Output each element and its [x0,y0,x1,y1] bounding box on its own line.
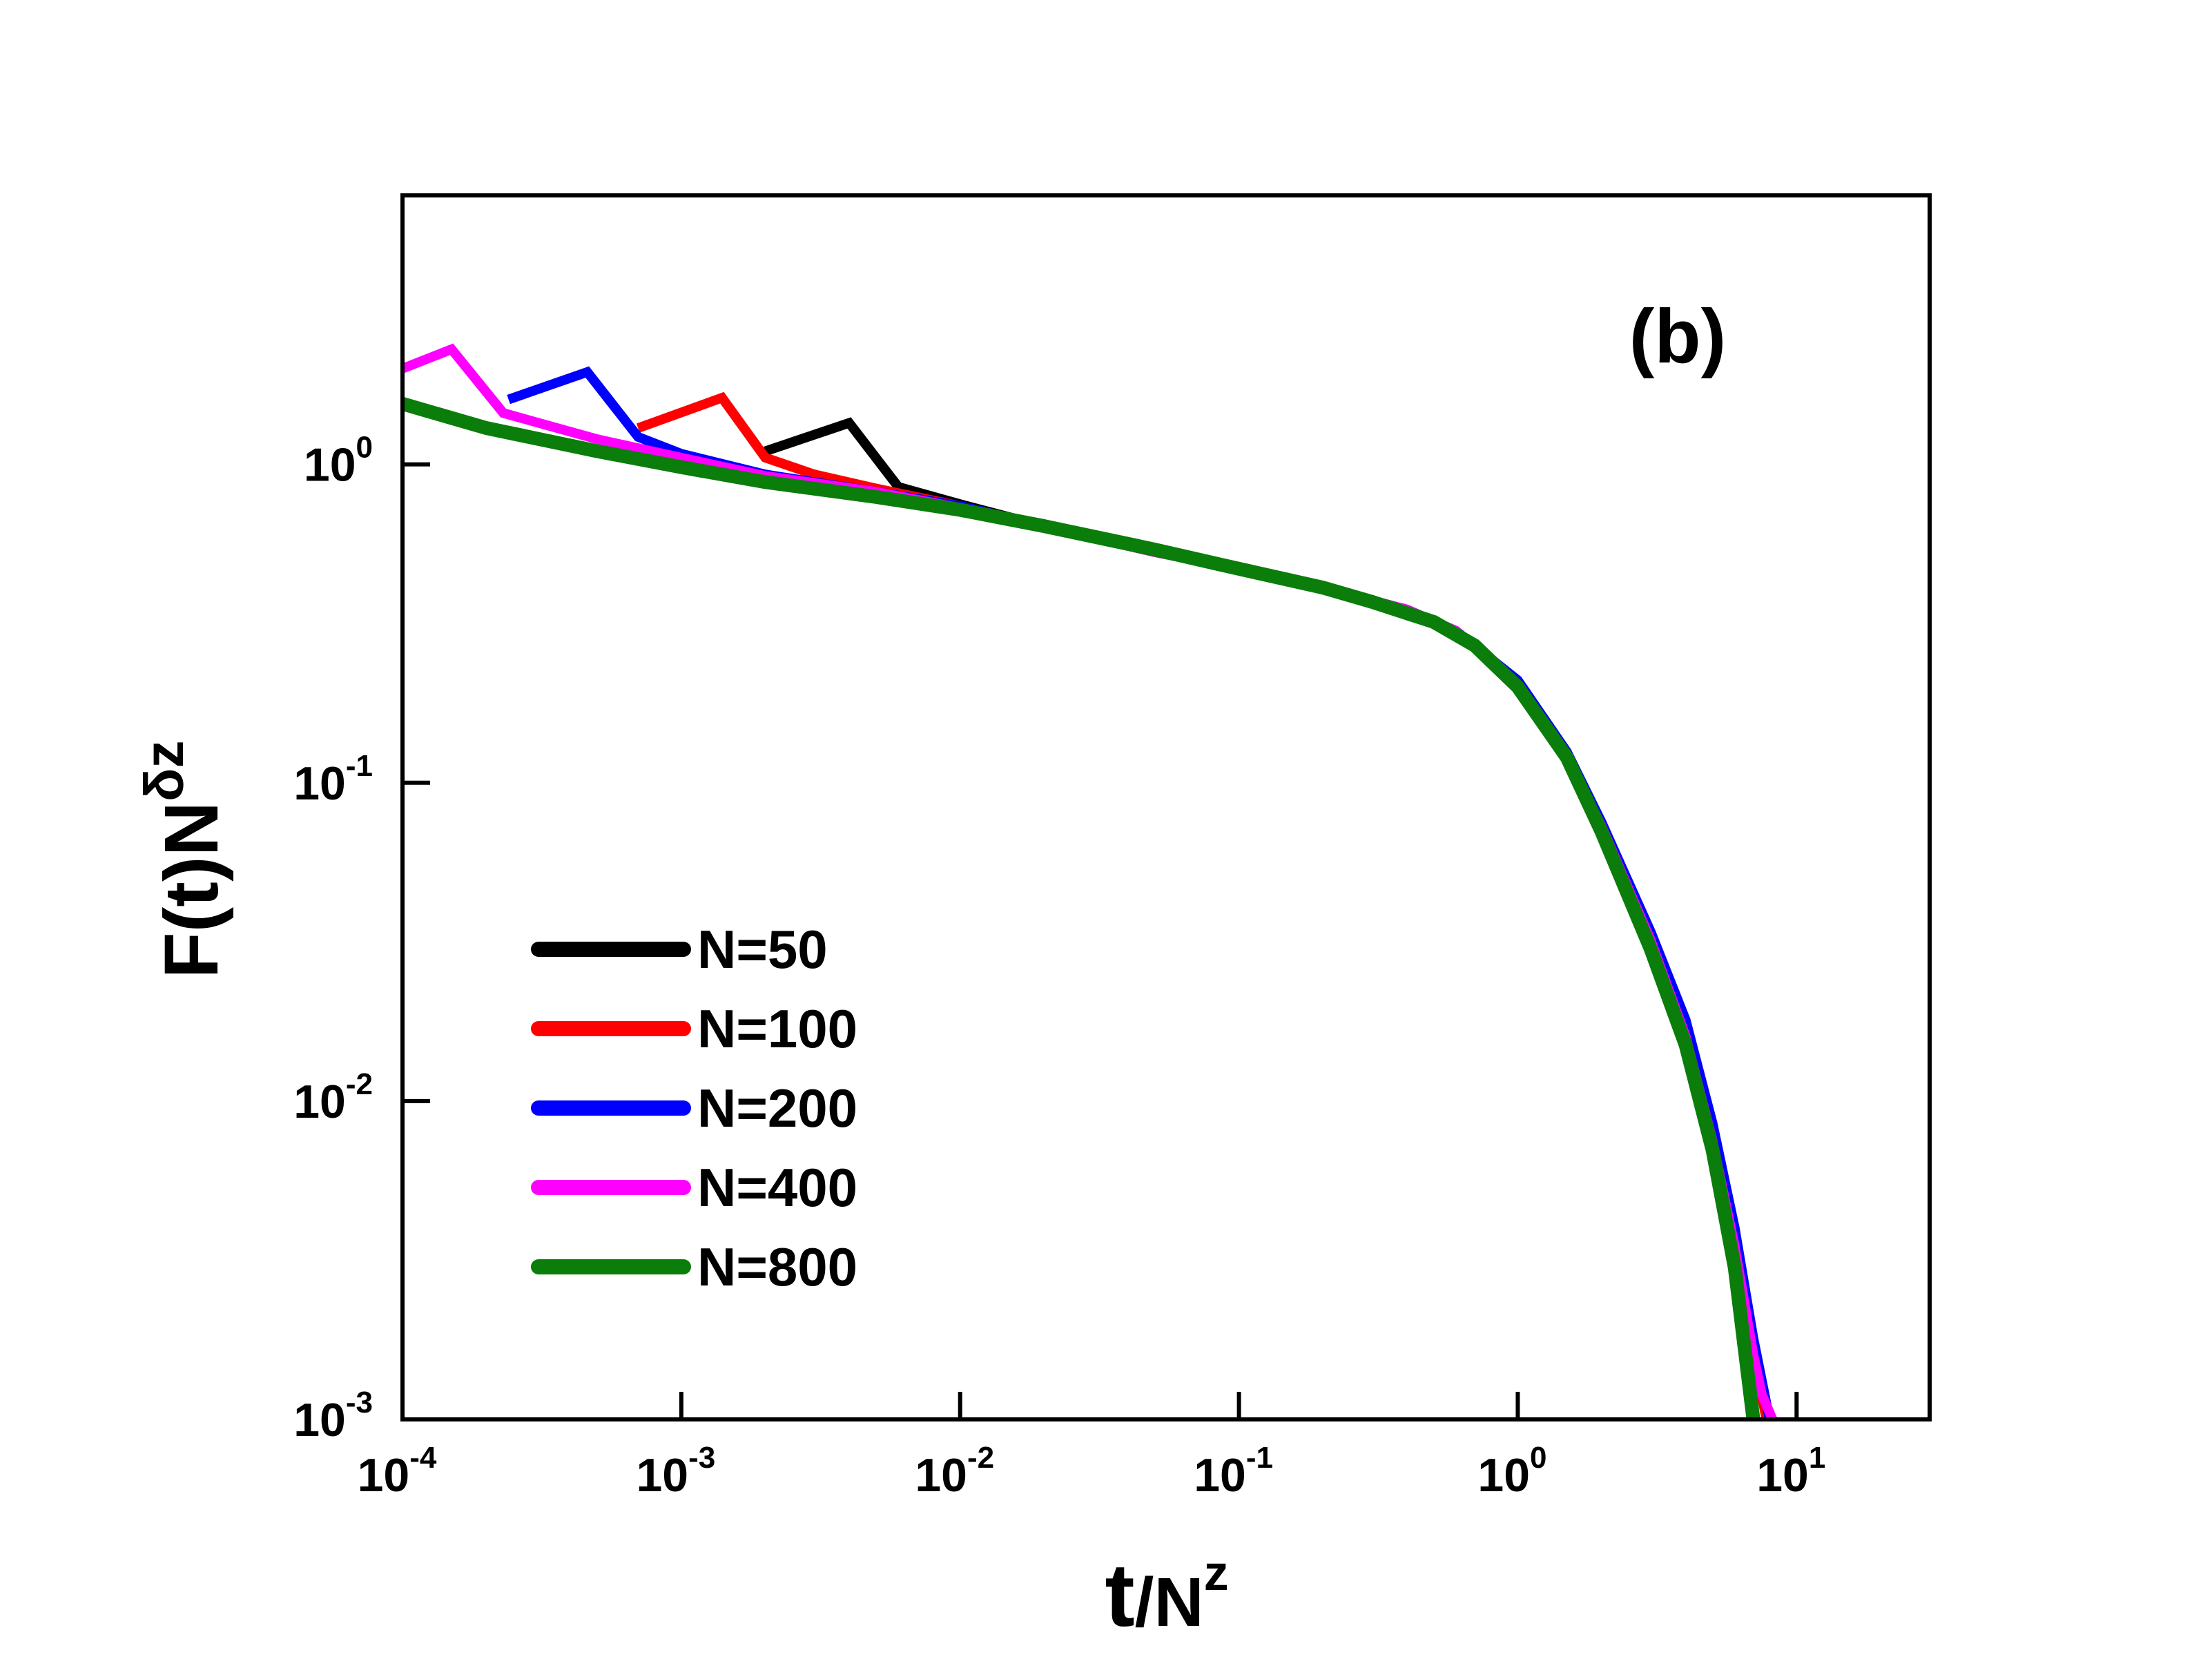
legend-label: N=200 [697,1078,857,1138]
x-tick-label: 10-4 [358,1441,437,1502]
legend-label: N=400 [697,1157,857,1218]
x-axis-label-n: N [1154,1564,1203,1641]
legend-label: N=50 [697,919,828,980]
series-line-n-800 [402,397,1760,1419]
y-tick-label: 10-2 [293,1067,373,1128]
y-tick-label: 100 [304,431,373,492]
y-tick-label: 10-3 [293,1386,373,1446]
legend-label: N=800 [697,1236,857,1297]
series-line-n-400 [402,343,1777,1419]
y-tick-label: 10-1 [293,749,373,810]
x-tick-label: 100 [1477,1441,1546,1502]
y-axis-label: F(t)Nδz [133,740,234,978]
plot-frame [400,193,1932,1421]
x-axis-label: t/Nz [1105,1544,1228,1645]
x-axis-label-sup: z [1204,1546,1229,1601]
x-axis-label-t: t [1105,1544,1134,1645]
legend-label: N=100 [697,998,857,1059]
legend: N=50 N=100 N=200 N=400 N=800 [531,919,857,1297]
y-axis-label-sup: δz [133,740,195,802]
series-layer [402,343,1777,1419]
x-tick-label: 101 [1756,1441,1825,1502]
panel-label: (b) [1629,294,1726,379]
x-axis-label-slash: / [1135,1564,1154,1641]
y-axis-label-main: F(t)N [149,802,234,979]
x-tick-label: 10-3 [636,1441,715,1502]
x-tick-label: 10-1 [1194,1441,1273,1502]
x-tick-label: 10-2 [915,1441,994,1502]
